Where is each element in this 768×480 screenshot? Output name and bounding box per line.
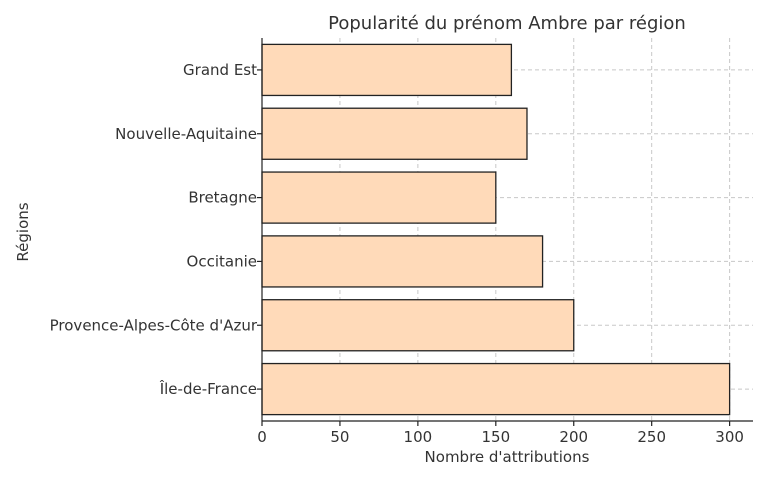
- x-tick-label-4: 200: [559, 428, 588, 446]
- y-tick-label-3: Bretagne: [188, 189, 257, 207]
- x-tick-label-5: 250: [637, 428, 666, 446]
- x-tick-label-0: 0: [257, 428, 267, 446]
- y-tick-label-0: Île-de-France: [159, 379, 257, 398]
- y-tick-label-1: Provence-Alpes-Côte d'Azur: [50, 316, 258, 334]
- bars-layer: [261, 43, 731, 416]
- x-tick-label-6: 300: [715, 428, 744, 446]
- y-tick-label-5: Grand Est: [183, 61, 257, 79]
- y-tick-label-4: Nouvelle-Aquitaine: [115, 125, 257, 143]
- axes-layer: [257, 38, 753, 426]
- y-tick-label-2: Occitanie: [187, 252, 257, 270]
- labels-layer: 0 50 100 150 200 250 300 Île-de-France Provence-…: [50, 61, 744, 446]
- bar-3: [261, 171, 497, 224]
- bar-4: [261, 107, 528, 160]
- bar-5: [261, 43, 513, 97]
- x-tick-label-3: 150: [481, 428, 510, 446]
- bar-2: [261, 235, 544, 288]
- x-tick-label-1: 50: [330, 428, 349, 446]
- bar-0: [261, 362, 731, 416]
- bar-1: [261, 299, 575, 352]
- x-tick-label-2: 100: [404, 428, 433, 446]
- chart-title: Popularité du prénom Ambre par région: [328, 13, 686, 34]
- x-axis-label: Nombre d'attributions: [425, 448, 590, 466]
- y-axis-label: Régions: [14, 202, 32, 261]
